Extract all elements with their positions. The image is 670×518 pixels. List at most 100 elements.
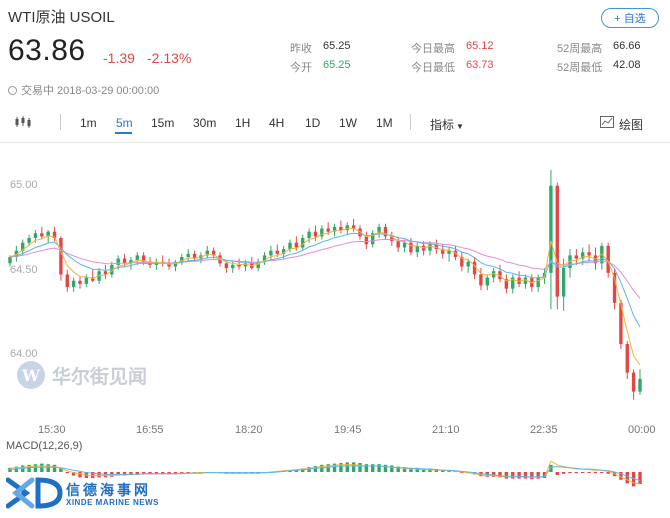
candle-body bbox=[65, 274, 69, 288]
candle-body bbox=[180, 257, 184, 262]
candle-body bbox=[428, 244, 432, 251]
macd-bar bbox=[619, 472, 623, 480]
macd-bar bbox=[536, 472, 540, 479]
macd-bar bbox=[294, 469, 299, 472]
candle-body bbox=[447, 250, 451, 254]
interval-1month[interactable]: 1M bbox=[376, 116, 393, 130]
macd-bar bbox=[587, 472, 591, 473]
candle-body bbox=[498, 271, 502, 280]
candle-body bbox=[275, 250, 279, 254]
macd-signal-line bbox=[9, 465, 641, 481]
candle-body bbox=[237, 264, 241, 267]
last-price: 63.86 bbox=[8, 34, 86, 67]
interval-30m[interactable]: 30m bbox=[193, 116, 217, 130]
day-high-value: 65.12 bbox=[466, 40, 494, 52]
candle-body bbox=[364, 236, 369, 245]
macd-bar bbox=[301, 468, 305, 472]
price-change: -1.39 bbox=[103, 50, 135, 66]
candle-body bbox=[78, 280, 82, 284]
candlestick-type-icon[interactable] bbox=[14, 115, 32, 129]
candle-body bbox=[224, 263, 229, 269]
indicator-dropdown[interactable]: 指标 ▼ bbox=[430, 116, 464, 133]
candle-body bbox=[491, 271, 496, 278]
toolbar-divider bbox=[410, 114, 411, 130]
macd-bar bbox=[396, 466, 400, 472]
candle-body bbox=[27, 238, 31, 243]
day-low-label: 今日最低 bbox=[411, 62, 455, 74]
interval-1d[interactable]: 1D bbox=[305, 116, 321, 130]
macd-bar bbox=[345, 462, 349, 472]
candle-body bbox=[84, 277, 89, 284]
macd-bar bbox=[498, 472, 502, 478]
macd-bar bbox=[402, 467, 407, 472]
y-axis-tick: 64.00 bbox=[10, 348, 38, 360]
macd-chart[interactable] bbox=[0, 452, 670, 492]
candle-body bbox=[631, 372, 636, 392]
trading-status: 交易中 2018-03-29 00:00:00 bbox=[8, 82, 159, 98]
macd-bar bbox=[52, 464, 57, 472]
macd-bar bbox=[186, 472, 190, 474]
candle-body bbox=[326, 228, 330, 232]
interval-1w[interactable]: 1W bbox=[339, 116, 357, 130]
candle-body bbox=[377, 226, 381, 234]
open-value: 65.25 bbox=[323, 59, 351, 71]
candle-body bbox=[511, 277, 515, 289]
x-axis-tick: 15:30 bbox=[38, 424, 66, 436]
macd-bar bbox=[409, 467, 413, 472]
candle-body bbox=[281, 249, 286, 254]
candle-body bbox=[402, 242, 407, 248]
instrument-title: WTI原油 USOIL bbox=[8, 9, 115, 26]
candle-body bbox=[466, 261, 470, 267]
macd-bar bbox=[40, 463, 44, 472]
candle-body bbox=[313, 231, 318, 237]
macd-bar bbox=[364, 464, 369, 472]
price-chart[interactable]: 65.00 64.50 64.00 bbox=[0, 143, 670, 428]
candle-body bbox=[262, 255, 267, 262]
day-high-label: 今日最高 bbox=[411, 43, 455, 55]
macd-bar bbox=[549, 464, 553, 472]
candle-body bbox=[612, 272, 617, 303]
candle-body bbox=[14, 250, 19, 257]
macd-bar bbox=[27, 464, 31, 472]
candle-body bbox=[301, 238, 305, 248]
draw-button-label[interactable]: 绘图 bbox=[619, 118, 644, 132]
macd-bar bbox=[555, 472, 559, 475]
add-to-watchlist-button[interactable]: + 自选 bbox=[601, 8, 659, 28]
chart-toolbar: 1m 5m 15m 30m 1H 4H 1D 1W 1M 指标 ▼ 绘图 bbox=[0, 108, 670, 136]
interval-15m[interactable]: 15m bbox=[151, 116, 175, 130]
candle-body bbox=[103, 271, 108, 275]
macd-bar bbox=[574, 472, 579, 474]
candle-body bbox=[71, 280, 76, 288]
52w-low-label: 52周最低 bbox=[557, 62, 603, 74]
candle-body bbox=[307, 231, 311, 238]
candle-body bbox=[625, 344, 629, 373]
candle-body bbox=[256, 261, 260, 269]
candle-body bbox=[390, 236, 394, 242]
candle-body bbox=[8, 257, 12, 264]
macd-bar bbox=[631, 472, 636, 487]
candle-body bbox=[441, 249, 445, 254]
candle-body bbox=[59, 238, 63, 275]
candle-body bbox=[517, 277, 521, 284]
x-axis-tick: 19:45 bbox=[334, 424, 362, 436]
macd-bar bbox=[91, 472, 95, 478]
footer-brand-chinese: 信德海事网 bbox=[66, 483, 151, 499]
macd-bar bbox=[46, 464, 50, 472]
macd-bar bbox=[8, 467, 12, 472]
macd-bar bbox=[135, 472, 139, 475]
candle-body bbox=[91, 277, 95, 281]
interval-4h[interactable]: 4H bbox=[269, 116, 285, 130]
chart-top-border bbox=[0, 142, 670, 143]
macd-bar bbox=[441, 469, 445, 472]
interval-1m[interactable]: 1m bbox=[80, 116, 97, 130]
candle-body bbox=[294, 242, 299, 248]
interval-5m[interactable]: 5m bbox=[116, 116, 133, 130]
interval-1h[interactable]: 1H bbox=[235, 116, 251, 130]
candle-body bbox=[396, 241, 400, 248]
macd-bar bbox=[78, 472, 82, 478]
candle-body bbox=[536, 277, 540, 288]
macd-bar bbox=[358, 463, 362, 472]
draw-icon[interactable] bbox=[600, 116, 614, 128]
macd-bar bbox=[307, 467, 311, 472]
candle-body bbox=[549, 185, 553, 273]
